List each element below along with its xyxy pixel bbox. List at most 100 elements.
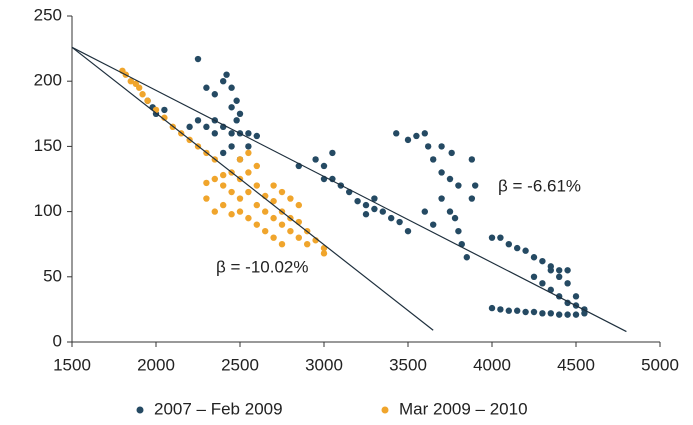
point	[194, 117, 202, 124]
point	[539, 310, 546, 317]
legend-marker	[381, 406, 389, 414]
point	[270, 234, 277, 241]
y-tick-label: 50	[43, 266, 62, 285]
point	[186, 123, 193, 131]
point	[220, 171, 227, 179]
point	[236, 208, 244, 215]
point	[278, 241, 286, 248]
point	[505, 241, 512, 248]
point	[451, 214, 459, 222]
point	[564, 299, 571, 307]
point	[488, 304, 496, 312]
point	[472, 182, 479, 189]
point	[539, 257, 546, 265]
point	[136, 84, 143, 91]
point	[161, 114, 168, 121]
point	[253, 201, 260, 209]
point	[354, 197, 361, 205]
point	[295, 201, 302, 209]
point	[233, 97, 240, 104]
point	[220, 78, 227, 85]
point	[514, 244, 521, 252]
point	[270, 197, 277, 205]
x-tick-label: 4000	[473, 355, 511, 374]
point	[438, 169, 445, 176]
point	[430, 221, 437, 228]
point	[564, 311, 571, 318]
point	[448, 149, 455, 157]
y-tick-label: 200	[34, 71, 62, 90]
point	[139, 91, 146, 98]
point	[228, 104, 235, 111]
point	[446, 175, 454, 183]
point	[161, 106, 168, 114]
point	[127, 78, 134, 85]
point	[253, 182, 260, 189]
point	[245, 169, 252, 176]
y-tick-label: 100	[34, 201, 62, 220]
point	[362, 211, 370, 218]
point	[404, 136, 412, 144]
annotation: β = -6.61%	[498, 176, 581, 195]
point	[203, 195, 210, 202]
point	[468, 195, 476, 202]
point	[228, 143, 235, 150]
point	[438, 195, 445, 202]
point	[455, 182, 462, 189]
legend-label: 2007 – Feb 2009	[154, 399, 283, 418]
point	[287, 227, 294, 235]
point	[413, 132, 420, 140]
point	[564, 267, 571, 274]
point	[497, 234, 504, 241]
point	[270, 214, 277, 222]
annotation: β = -10.02%	[216, 257, 308, 276]
point	[430, 156, 437, 163]
point	[245, 214, 252, 222]
trend-line	[71, 46, 627, 333]
x-tick-label: 2000	[137, 355, 175, 374]
x-tick-label: 1500	[53, 355, 91, 374]
point	[396, 218, 403, 226]
point	[245, 130, 252, 137]
point	[497, 306, 504, 313]
point	[463, 254, 470, 261]
point	[262, 208, 269, 215]
x-tick-label: 4500	[557, 355, 595, 374]
point	[424, 143, 432, 150]
y-tick-label: 250	[34, 5, 62, 24]
point	[514, 307, 521, 314]
point	[564, 280, 571, 287]
point	[556, 267, 563, 274]
point	[530, 308, 538, 316]
point	[220, 149, 227, 157]
point	[572, 311, 580, 318]
point	[329, 149, 336, 157]
point	[228, 211, 235, 218]
point	[228, 188, 235, 196]
point	[223, 71, 230, 78]
point	[278, 188, 286, 196]
y-tick-label: 0	[53, 331, 62, 350]
point	[203, 84, 210, 91]
point	[320, 250, 328, 257]
point	[572, 293, 580, 300]
point	[203, 179, 210, 187]
x-tick-label: 3000	[305, 355, 343, 374]
point	[312, 156, 319, 163]
point	[236, 110, 244, 118]
point	[211, 130, 218, 137]
point	[194, 55, 202, 63]
point	[556, 311, 563, 318]
point	[320, 162, 328, 170]
point	[152, 106, 160, 114]
point	[262, 227, 269, 235]
point	[228, 84, 235, 91]
point	[379, 208, 386, 215]
point	[253, 162, 260, 170]
point	[522, 247, 529, 254]
point	[446, 208, 454, 215]
point	[388, 214, 395, 222]
trend-line	[71, 46, 434, 331]
point	[236, 195, 244, 202]
